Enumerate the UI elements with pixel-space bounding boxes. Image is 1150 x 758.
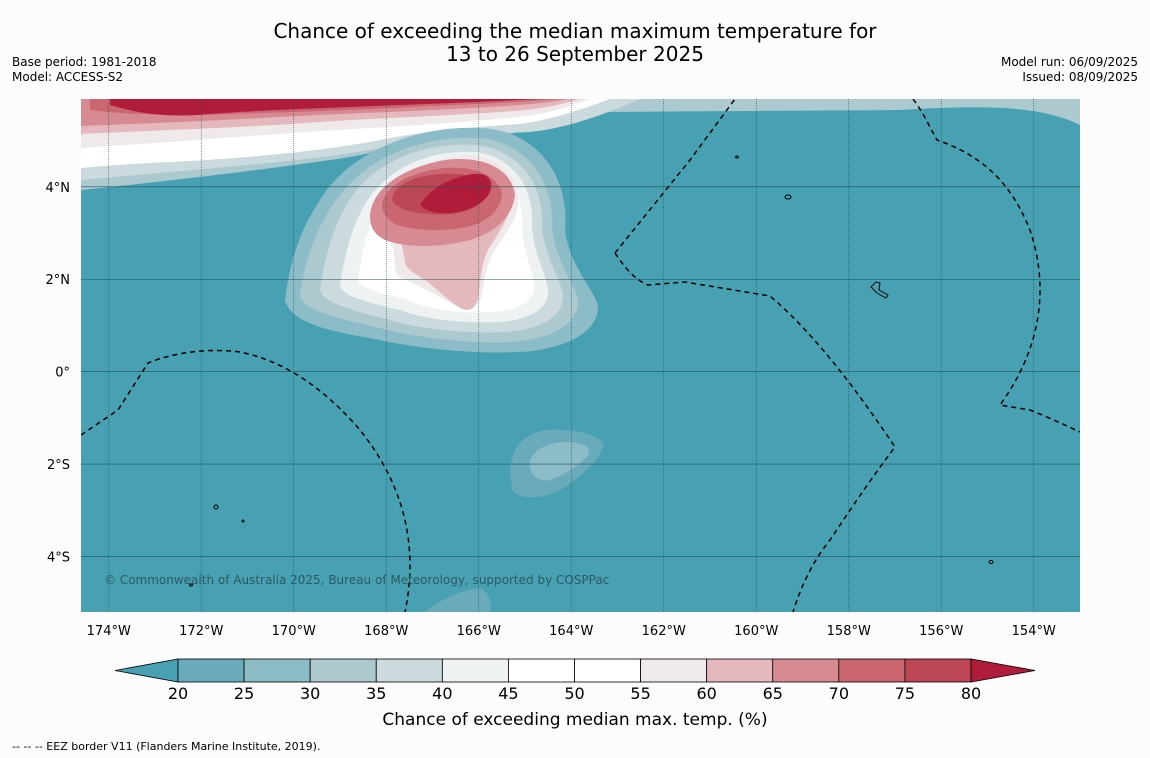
map-background: [81, 99, 1080, 612]
colorbar-tick-label: 55: [630, 684, 650, 703]
colorbar-segment: [838, 658, 906, 683]
colorbar-tick-label: 50: [564, 684, 584, 703]
lon-tick-label: 170°W: [272, 624, 316, 639]
lat-tick-label: 4°N: [46, 181, 71, 196]
chart-title-line2: 13 to 26 September 2025: [446, 42, 704, 66]
colorbar-extend-low: [114, 658, 179, 683]
issued-date: Issued: 08/09/2025: [1022, 70, 1138, 84]
colorbar-segment: [640, 658, 708, 683]
lon-tick-label: 168°W: [364, 624, 408, 639]
southern-cool-patch: [425, 429, 604, 612]
copyright-notice: © Commonwealth of Australia 2025, Bureau…: [104, 573, 609, 587]
colorbar-segment: [177, 658, 245, 683]
colorbar-segment: [508, 658, 575, 683]
lon-tick-label: 154°W: [1012, 624, 1056, 639]
model-run: Model run: 06/09/2025: [1000, 55, 1138, 69]
lat-tick-label: 4°S: [47, 551, 70, 566]
lon-tick-label: 166°W: [457, 624, 501, 639]
colorbar-segment: [309, 658, 377, 683]
map-plot-area: © Commonwealth of Australia 2025, Bureau…: [81, 99, 1080, 612]
colorbar-label: Chance of exceeding median max. temp. (%…: [382, 710, 768, 730]
eez-borders: [81, 99, 1080, 612]
colorbar-tick-label: 80: [961, 684, 981, 703]
chart-title-line1: Chance of exceeding the median maximum t…: [273, 19, 877, 43]
colorbar-extend-high: [970, 658, 1036, 683]
colorbar-segment: [243, 658, 311, 683]
colorbar-tick-label: 40: [432, 684, 452, 703]
colorbar-tick-label: 70: [829, 684, 849, 703]
meta-left: Base period: 1981-2018 Model: ACCESS-S2: [12, 55, 157, 85]
colorbar-tick-label: 60: [696, 684, 716, 703]
lon-tick-label: 156°W: [919, 624, 963, 639]
colorbar-tick-label: 75: [895, 684, 915, 703]
eez-legend-note: -- -- -- EEZ border V11 (Flanders Marine…: [12, 740, 321, 753]
colorbar-segment: [706, 658, 774, 683]
colorbar-segment: [375, 658, 443, 683]
northern-warm-band: [81, 99, 1080, 190]
lat-tick-label: 2°S: [47, 458, 70, 473]
colorbar-tick-label: 30: [300, 684, 320, 703]
latitude-tick-labels: 4°N 2°N 0° 2°S 4°S: [46, 181, 71, 566]
islands: [189, 155, 994, 587]
lon-tick-label: 162°W: [642, 624, 686, 639]
colorbar-tick-label: 20: [168, 684, 188, 703]
colorbar-segment: [772, 658, 840, 683]
lon-tick-label: 174°W: [87, 624, 131, 639]
base-period: Base period: 1981-2018: [12, 55, 157, 69]
meta-right: Model run: 06/09/2025 Issued: 08/09/2025: [1001, 55, 1138, 85]
lat-tick-label: 2°N: [46, 273, 71, 288]
colorbar-tick-label: 45: [498, 684, 518, 703]
colorbar-tick-label: 35: [366, 684, 386, 703]
lon-tick-label: 160°W: [734, 624, 778, 639]
longitude-tick-labels: 174°W 172°W 170°W 168°W 166°W 164°W 162°W 160°W…: [87, 624, 1056, 639]
colorbar-tick-label: 25: [234, 684, 254, 703]
colorbar-segment: [441, 658, 509, 683]
graticule: [81, 99, 1080, 612]
central-warm-blob: [285, 127, 599, 353]
colorbar-segment: [574, 658, 641, 683]
lon-tick-label: 158°W: [827, 624, 871, 639]
colorbar: 20 25 30 35 40 45 50 55 60 65 70 75 80: [114, 658, 1036, 703]
lat-tick-label: 0°: [55, 366, 70, 381]
lon-tick-label: 164°W: [549, 624, 593, 639]
model-name: Model: ACCESS-S2: [12, 70, 124, 84]
colorbar-tick-label: 65: [763, 684, 783, 703]
lon-tick-label: 172°W: [179, 624, 223, 639]
colorbar-segment: [904, 658, 972, 683]
